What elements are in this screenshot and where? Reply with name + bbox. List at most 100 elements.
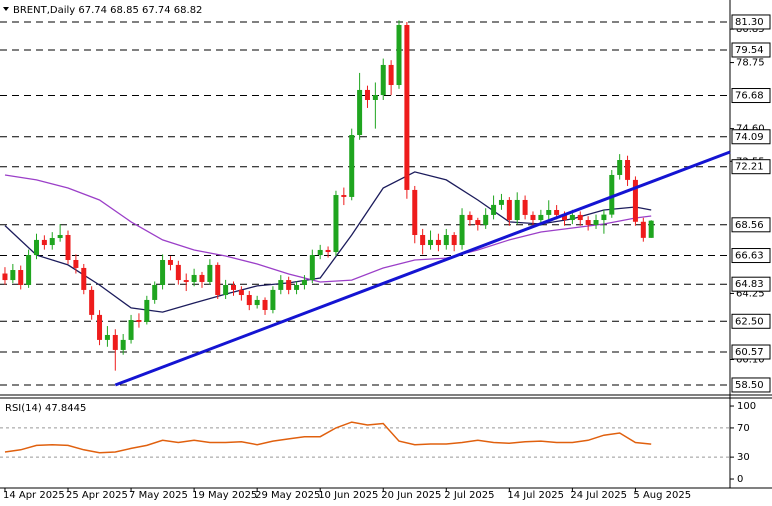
candle-body [104,334,110,340]
x-tick-label: 20 Jun 2025 [381,490,441,501]
y-tick-label: 70 [737,423,750,434]
level-label-box [731,377,771,393]
candle-body [238,289,244,296]
level-label-box [731,313,771,329]
candle-body [593,220,599,225]
x-tick-label: 24 Jul 2025 [570,490,627,501]
candle-body [538,214,544,221]
x-tick-label: 25 Apr 2025 [66,490,128,501]
candle-body [215,264,221,296]
candle-body [640,221,646,238]
candle-body [601,214,607,221]
level-label-box [731,129,771,145]
candle-body [380,64,386,96]
level-label: 76.68 [735,91,764,102]
candle-body [97,314,103,340]
candle-body [546,209,552,215]
candle-body [625,160,631,180]
candle-body [160,259,166,285]
candle-body [309,255,315,281]
level-label: 62.50 [735,316,764,327]
x-tick-label: 2 Jul 2025 [444,490,494,501]
menu-arrow [3,7,9,11]
candle-body [617,160,623,175]
candle-body [412,189,418,235]
candle-body [317,249,323,256]
candle-body [65,234,71,260]
candle-body [459,214,465,246]
y-tick-label: 100 [737,401,756,412]
level-label: 64.83 [735,279,764,290]
candle-body [207,264,213,282]
candle-body [522,199,528,215]
level-label: 58.50 [735,380,764,391]
candle-body [89,289,95,315]
candle-body [498,199,504,205]
candle-body [475,220,481,225]
candle-body [325,249,331,253]
candle-body [231,284,237,290]
candle-body [514,199,520,221]
candle-body [396,24,402,86]
level-label-box [731,42,771,58]
candle-body [278,280,284,290]
candle-body [491,204,497,215]
level-label: 60.57 [735,347,764,358]
candle-body [443,234,449,246]
x-tick-label: 10 Jun 2025 [318,490,378,501]
candle-body [301,280,307,285]
level-label: 72.21 [735,162,764,173]
level-label-box [731,248,771,264]
candle-body [167,259,173,265]
candle-body [223,284,229,296]
level-label-box [731,276,771,292]
candle-body [128,320,134,340]
candle-body [569,214,575,221]
candle-body [41,239,47,246]
candle-body [262,299,268,310]
level-label: 66.63 [735,251,764,262]
y-tick-label: 30 [737,452,750,463]
candle-body [152,284,158,300]
level-label-box [731,88,771,104]
y-tick-label: 0 [737,474,743,485]
candle-body [199,274,205,282]
candle-body [506,199,512,221]
level-label: 74.09 [735,132,764,143]
level-label-box [731,344,771,360]
x-tick-label: 14 Apr 2025 [3,490,65,501]
candle-body [554,209,560,215]
candle-body [467,214,473,221]
candle-body [120,339,126,350]
candle-body [33,239,39,256]
candle-body [483,214,489,225]
candle-body [2,273,8,281]
candle-body [451,234,457,246]
candle-body [191,274,197,282]
candle-body [254,299,260,306]
chart-title: BRENT,Daily 67.74 68.85 67.74 68.82 [13,5,202,16]
candle-body [136,320,142,322]
moving-average-line [4,171,652,313]
level-label: 79.54 [735,45,764,56]
candle-body [372,95,378,100]
level-label: 81.30 [735,17,764,28]
candle-body [349,135,355,197]
level-label-box [731,217,771,233]
candle-body [270,289,276,310]
candle-body [18,270,24,285]
candle-body [530,214,536,221]
x-tick-label: 19 May 2025 [192,490,257,501]
x-tick-label: 7 May 2025 [129,490,188,501]
candle-body [294,284,300,290]
level-label: 68.56 [735,220,764,231]
y-tick-label: 78.75 [736,58,765,69]
x-tick-label: 14 Jul 2025 [507,490,564,501]
level-label-box [731,14,771,30]
candle-body [585,220,591,225]
candle-body [49,238,55,246]
candle-body [341,195,347,197]
candle-body [404,24,410,190]
